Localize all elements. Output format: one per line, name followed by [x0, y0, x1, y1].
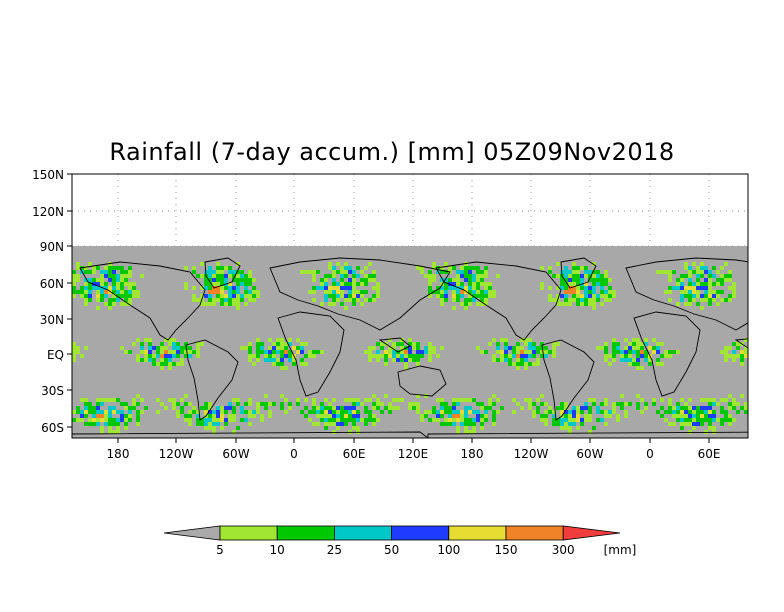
- lon-label: 0: [290, 447, 298, 461]
- colorbar-label: 50: [384, 543, 399, 557]
- rainfall-field: [72, 246, 748, 438]
- colorbar-bin: [333, 525, 392, 541]
- lat-label: EQ: [47, 348, 64, 362]
- colorbar-label: 100: [437, 543, 460, 557]
- colorbar-bin: [276, 525, 335, 541]
- colorbar-bin: [219, 525, 278, 541]
- colorbar-bin: [505, 525, 564, 541]
- longitude-labels: 180 120W 60W 0 60E 120E 180 120W 60W 0 60E: [107, 438, 721, 461]
- lon-label: 180: [107, 447, 130, 461]
- lat-label: 30N: [40, 313, 64, 327]
- lon-label: 120W: [514, 447, 549, 461]
- lon-label: 120E: [398, 447, 429, 461]
- lat-label: 60N: [40, 277, 64, 291]
- lat-label: 30S: [41, 384, 64, 398]
- plot-frame: [71, 173, 749, 439]
- colorbar-label: 300: [552, 543, 575, 557]
- lat-label: 60S: [41, 421, 64, 435]
- lon-label: 60W: [222, 447, 249, 461]
- lon-label: 60W: [576, 447, 603, 461]
- latitude-labels: 150N 120N 90N 60N 30N EQ 30S 60S: [32, 168, 72, 435]
- lon-label: 60E: [343, 447, 366, 461]
- colorbar-label: 5: [216, 543, 224, 557]
- colorbar: 5 10 25 50 100 150 300 [mm]: [163, 525, 637, 557]
- coastlines: [72, 257, 748, 438]
- colorbar-label: 10: [270, 543, 285, 557]
- colorbar-bin: [448, 525, 507, 541]
- colorbar-unit: [mm]: [604, 543, 637, 557]
- colorbar-label: 150: [495, 543, 518, 557]
- lat-label: 90N: [40, 240, 64, 254]
- colorbar-below-arrow: [163, 525, 221, 541]
- lat-label: 150N: [32, 168, 64, 182]
- lon-label: 60E: [698, 447, 721, 461]
- lon-label: 180: [461, 447, 484, 461]
- colorbar-bin: [391, 525, 450, 541]
- colorbar-label: 25: [327, 543, 342, 557]
- map-title: Rainfall (7-day accum.) [mm] 05Z09Nov201…: [109, 138, 675, 166]
- lat-label: 120N: [32, 205, 64, 219]
- lon-label: 120W: [159, 447, 194, 461]
- lon-label: 0: [646, 447, 654, 461]
- colorbar-above-arrow: [562, 525, 621, 541]
